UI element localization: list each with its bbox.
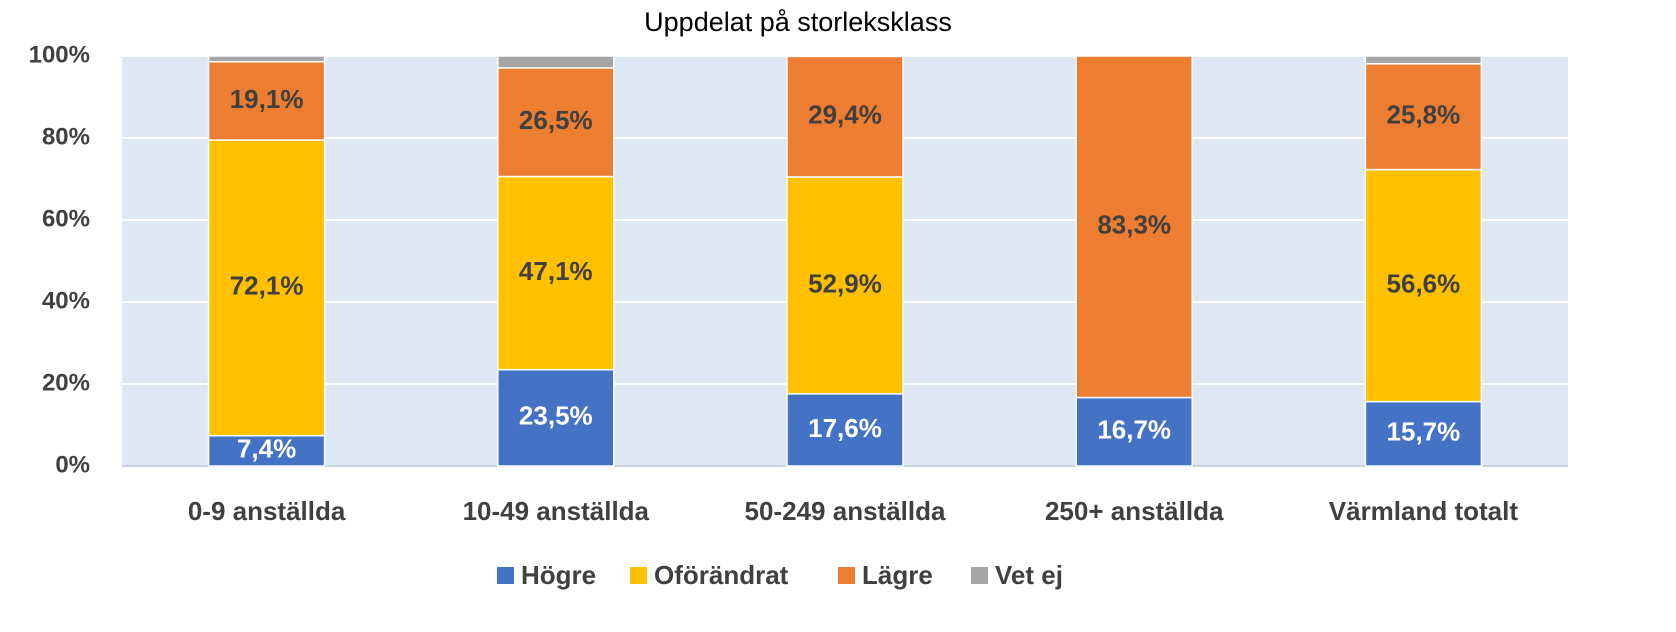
bar-segment [1364, 63, 1483, 171]
y-tick-label: 100% [29, 41, 90, 68]
data-label: 72,1% [230, 271, 304, 301]
data-label: 52,9% [808, 268, 882, 298]
legend-swatch [630, 567, 647, 584]
bar-segment [786, 55, 904, 178]
data-label: 29,4% [808, 100, 882, 130]
data-label: 15,7% [1387, 417, 1461, 447]
y-tick-label: 80% [42, 123, 90, 150]
bar-segment [1364, 168, 1483, 403]
data-label: 25,8% [1387, 100, 1461, 130]
chart-title: Uppdelat på storleksklass [644, 7, 952, 37]
data-label: 83,3% [1097, 210, 1171, 240]
legend-swatch [497, 567, 514, 584]
x-tick-label: 250+ anställda [1045, 496, 1224, 526]
bar-segment [207, 139, 326, 437]
x-tick-label: 0-9 anställda [188, 496, 346, 526]
data-label: 26,5% [519, 105, 593, 135]
bar-segment [497, 67, 615, 178]
legend-swatch [838, 567, 855, 584]
x-tick-label: Värmland totalt [1329, 496, 1519, 526]
bar-segment [497, 175, 615, 371]
x-tick-label: 10-49 anställda [463, 496, 650, 526]
bar-segment [1075, 55, 1193, 399]
legend-label: Högre [521, 560, 596, 590]
bar-segment [1364, 400, 1483, 467]
bar-segment [207, 60, 326, 141]
y-tick-label: 40% [42, 287, 90, 314]
legend-swatch [971, 567, 988, 584]
legend-label: Lägre [862, 560, 933, 590]
bar-segment [1364, 55, 1483, 65]
bar-segment [497, 55, 615, 69]
data-label: 23,5% [519, 401, 593, 431]
x-tick-label: 50-249 anställda [745, 496, 946, 526]
data-label: 56,6% [1387, 268, 1461, 298]
y-tick-label: 20% [42, 369, 90, 396]
data-label: 47,1% [519, 256, 593, 286]
data-label: 19,1% [230, 84, 304, 114]
bar-segment [1075, 396, 1193, 467]
bar-segment [207, 55, 326, 63]
legend-label: Vet ej [995, 560, 1063, 590]
data-label: 17,6% [808, 413, 882, 443]
data-label: 7,4% [237, 434, 296, 464]
y-tick-label: 0% [55, 451, 90, 478]
y-tick-label: 60% [42, 205, 90, 232]
bar-segment [786, 176, 904, 395]
data-label: 16,7% [1097, 415, 1171, 445]
legend-label: Oförändrat [654, 560, 789, 590]
bar-segment [497, 368, 615, 467]
